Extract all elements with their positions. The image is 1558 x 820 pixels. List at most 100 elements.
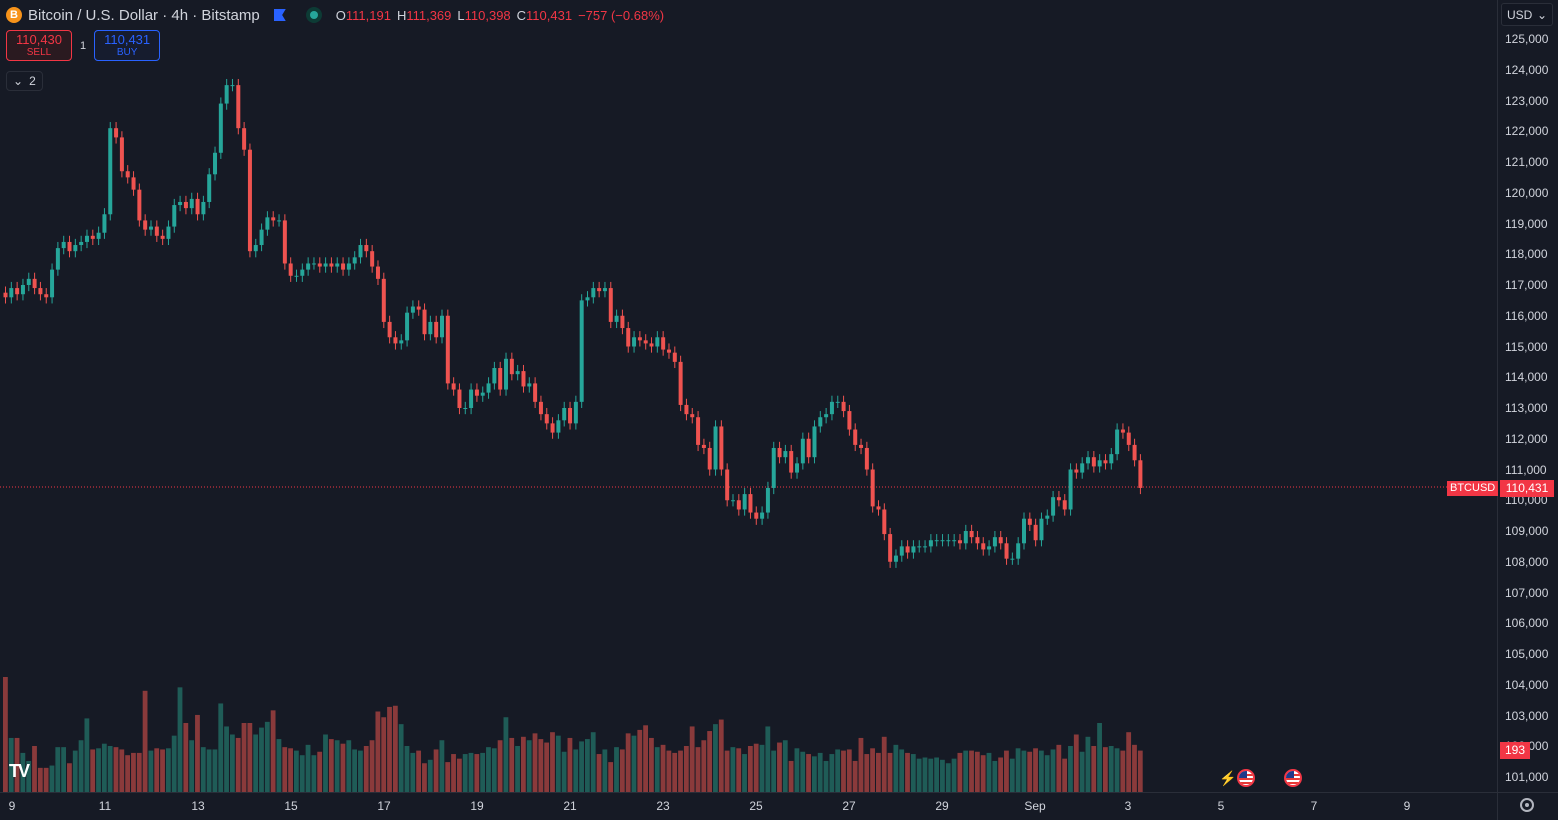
candle — [946, 540, 951, 542]
volume-bar — [666, 750, 672, 792]
volume-bar — [1009, 758, 1015, 792]
volume-bar — [154, 748, 160, 792]
currency-select[interactable]: USD ⌄ — [1501, 3, 1553, 26]
candle — [934, 540, 939, 542]
candle — [829, 401, 834, 415]
volume-bar — [55, 747, 61, 792]
candle — [166, 226, 171, 239]
candle — [800, 438, 805, 464]
candle — [672, 352, 677, 362]
candle — [544, 414, 549, 424]
volume-bar — [596, 754, 602, 792]
volume-bar — [579, 741, 584, 792]
candle — [760, 512, 765, 519]
volume-bar — [631, 735, 637, 792]
candle — [940, 540, 945, 542]
volume-bar — [26, 760, 32, 792]
gear-icon[interactable] — [1519, 797, 1535, 813]
volume-bar — [8, 737, 14, 792]
candle — [469, 389, 474, 408]
time-tick-label: 15 — [284, 799, 298, 813]
candle — [1097, 460, 1102, 467]
tradingview-logo[interactable]: TV — [9, 761, 30, 781]
symbol-title[interactable]: Bitcoin / U.S. Dollar · 4h · Bitstamp — [28, 6, 260, 24]
volume-bar — [736, 748, 742, 792]
time-tick-label: 9 — [1403, 799, 1411, 813]
candle — [643, 340, 648, 344]
volume-bar — [689, 726, 695, 792]
candle — [696, 417, 701, 445]
volume-bar — [765, 726, 771, 792]
candle — [125, 171, 130, 178]
candle — [824, 414, 829, 418]
candle — [242, 128, 247, 150]
indicators-toggle[interactable]: ⌄ 2 — [6, 71, 43, 91]
volume-bar — [724, 750, 730, 792]
candle — [725, 469, 730, 501]
candle — [1138, 460, 1143, 488]
volume-bar — [160, 749, 165, 792]
volume-bar — [404, 746, 410, 792]
candle — [440, 315, 444, 338]
candle — [969, 531, 974, 538]
candle — [346, 263, 351, 270]
volume-bar — [1126, 732, 1132, 792]
time-tick-label: 23 — [656, 799, 670, 813]
volume-bar — [864, 754, 870, 792]
volume-bar — [78, 740, 84, 792]
us-flag-icon[interactable] — [1284, 769, 1302, 787]
time-tick-label: 19 — [470, 799, 484, 813]
volume-bar — [323, 734, 328, 792]
volume-bar — [718, 719, 724, 792]
candle — [591, 288, 596, 298]
volume-bar — [253, 734, 259, 792]
candle — [1033, 524, 1038, 541]
buy-button[interactable]: 110,431 BUY — [94, 30, 161, 61]
candle — [812, 426, 817, 458]
candle — [678, 361, 683, 405]
bitcoin-icon: B — [6, 7, 22, 23]
candle — [806, 438, 811, 458]
volume-bar — [183, 723, 189, 792]
candle — [1016, 543, 1021, 559]
candle — [661, 337, 666, 350]
candle — [9, 288, 14, 298]
flag-icon[interactable] — [273, 9, 286, 21]
candle — [387, 321, 392, 338]
volume-bar — [806, 754, 811, 792]
candle — [626, 328, 631, 347]
volume-bar — [817, 752, 823, 792]
candle — [189, 198, 194, 209]
volume-bar — [84, 718, 90, 792]
us-flag-icon[interactable] — [1237, 769, 1255, 787]
candle — [131, 177, 136, 190]
volume-bar — [1062, 758, 1068, 792]
candle — [149, 226, 153, 230]
volume-bar — [782, 740, 788, 792]
candle — [405, 312, 410, 341]
candle — [224, 85, 229, 104]
volume-bar — [491, 748, 497, 792]
lightning-icon[interactable]: ⚡ — [1219, 770, 1237, 786]
volume-bar — [887, 752, 893, 792]
volume-bar — [439, 740, 445, 792]
order-quantity[interactable]: 1 — [80, 39, 87, 52]
volume-bar — [422, 763, 427, 792]
price-tick-label: 105,000 — [1505, 647, 1549, 661]
sell-button[interactable]: 110,430 SELL — [6, 30, 72, 61]
candle — [108, 128, 113, 215]
price-tick-label: 113,000 — [1505, 401, 1548, 415]
candle — [370, 251, 375, 267]
candle — [341, 263, 346, 270]
candle — [26, 278, 31, 285]
volume-bar — [1033, 748, 1038, 792]
volume-bar — [608, 762, 614, 792]
candle — [899, 546, 904, 556]
candle — [1045, 515, 1050, 519]
candle — [719, 426, 724, 470]
market-status-icon[interactable] — [305, 7, 322, 23]
candle — [597, 288, 602, 292]
chevron-down-icon: ⌄ — [1536, 7, 1547, 22]
candle — [114, 128, 119, 138]
